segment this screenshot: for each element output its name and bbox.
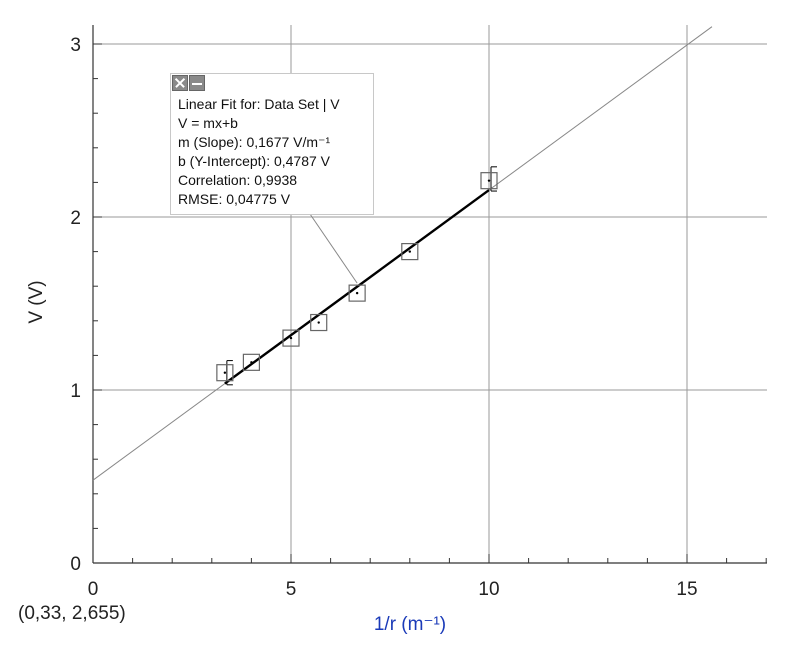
grid-layer	[93, 25, 767, 563]
fit-equation: V = mx+b	[178, 115, 238, 131]
data-point-center	[408, 250, 411, 253]
data-point	[282, 329, 300, 347]
x-axis-title: 1/r (m⁻¹)	[374, 614, 446, 635]
data-point-center	[487, 179, 491, 182]
data-point	[480, 172, 498, 190]
data-point-center	[223, 371, 227, 374]
data-point	[401, 243, 419, 261]
data-point-center	[355, 291, 359, 295]
fit-rmse: RMSE: 0,04775 V	[178, 191, 291, 207]
x-tick-label: 10	[478, 579, 499, 600]
y-axis-title: V (V)	[26, 280, 47, 323]
linear-fit-panel[interactable]: Linear Fit for: Data Set | V V = mx+b m …	[170, 73, 374, 215]
minimize-icon[interactable]	[189, 75, 205, 91]
fit-segment	[224, 189, 490, 385]
labels-layer: 0 5 10 15 0 1 2 3	[70, 35, 697, 600]
annotation-leader	[309, 213, 358, 284]
data-point	[216, 364, 234, 382]
coordinate-readout: (0,33, 2,655)	[18, 603, 126, 624]
data-point	[348, 284, 366, 302]
x-tick-label: 15	[676, 579, 697, 600]
x-tick-label: 0	[88, 579, 99, 600]
data-point	[310, 313, 328, 332]
points-layer	[216, 166, 498, 386]
x-tick-label: 5	[286, 579, 297, 600]
data-point-center	[250, 361, 253, 364]
data-point-center	[289, 336, 293, 340]
ticks-layer	[92, 25, 767, 564]
fit-layer	[92, 26, 713, 481]
fit-panel-controls	[172, 75, 206, 91]
y-tick-label: 1	[70, 381, 81, 402]
close-icon[interactable]	[172, 75, 188, 91]
data-point-center	[317, 321, 320, 324]
fit-slope: m (Slope): 0,1677 V/m⁻¹	[178, 134, 331, 150]
y-tick-label: 3	[70, 35, 81, 56]
data-point	[242, 353, 260, 371]
fit-title: Linear Fit for: Data Set | V	[178, 96, 340, 112]
fit-correlation: Correlation: 0,9938	[178, 172, 298, 188]
y-tick-label: 2	[70, 208, 81, 229]
fit-intercept: b (Y-Intercept): 0,4787 V	[178, 153, 331, 169]
fit-panel-text: Linear Fit for: Data Set | V V = mx+b m …	[178, 95, 340, 209]
y-tick-label: 0	[70, 554, 81, 575]
